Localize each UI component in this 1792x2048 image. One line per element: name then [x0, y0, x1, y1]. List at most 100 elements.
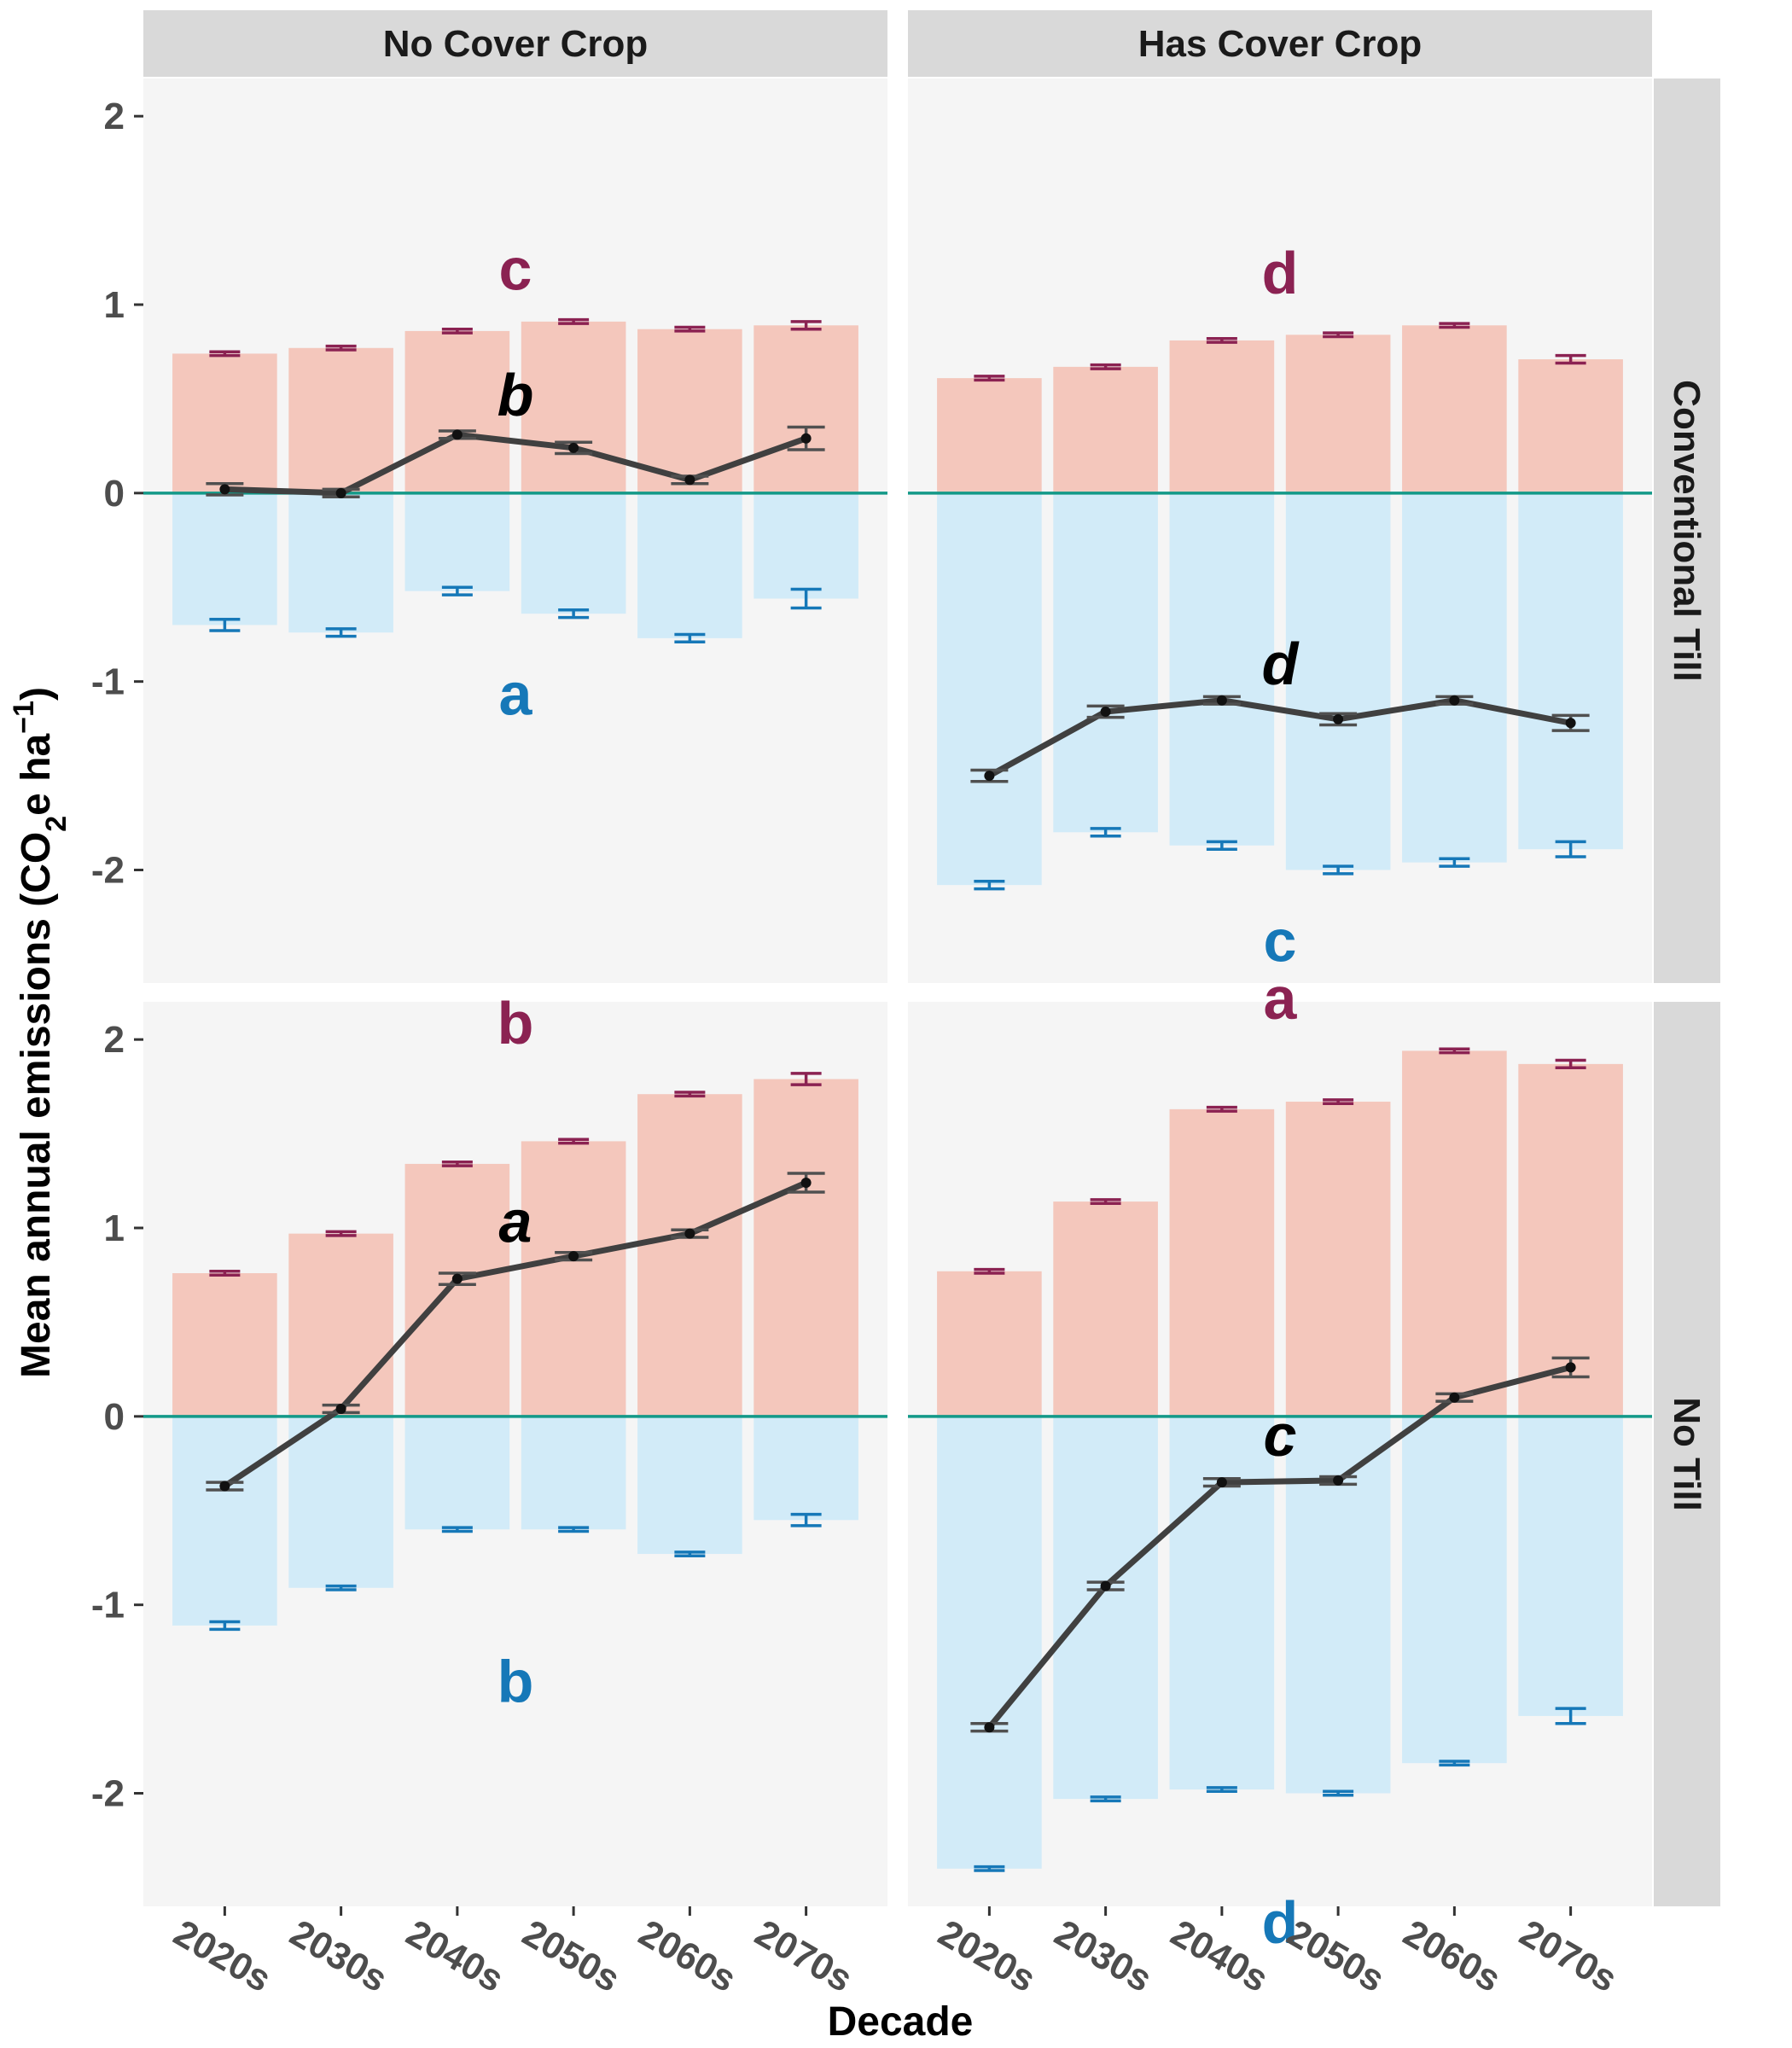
- x-tick-label: 2040s: [1164, 1912, 1275, 2001]
- positive-error-bar: [974, 1267, 1005, 1275]
- negative-emission-bar: [1169, 1416, 1275, 1790]
- positive-emission-bar: [1285, 335, 1391, 493]
- positive-emission-bar: [288, 347, 393, 493]
- negative-emission-bar: [1053, 492, 1158, 833]
- negative-error-bar: [325, 1584, 357, 1591]
- y-tick-label: 0: [104, 473, 125, 515]
- positive-emission-bar: [1402, 1050, 1507, 1417]
- positive-error-bar: [1323, 1098, 1354, 1105]
- positive-error-bar: [209, 1270, 241, 1277]
- positive-emission-bar: [521, 321, 626, 493]
- y-tick-label: -2: [91, 1773, 125, 1815]
- row-strip-label: Conventional Till: [1666, 380, 1708, 682]
- x-axes: 2020s 2030s 2040s 2050s 2060s 2070s 2020s 2030s…: [166, 1906, 1624, 2000]
- net-point: [451, 429, 463, 440]
- net-point: [1333, 1475, 1344, 1486]
- negative-emission-bar: [404, 492, 510, 591]
- x-tick-label: 2050s: [515, 1912, 626, 2001]
- positive-error-bar: [558, 1137, 590, 1145]
- negative-emission-bar: [1285, 492, 1391, 870]
- negative-emission-bar: [1518, 1416, 1623, 1716]
- positive-error-bar: [441, 1160, 473, 1167]
- positive-significance-letter: d: [1262, 240, 1299, 306]
- positive-emission-bar: [1518, 359, 1623, 493]
- row-strip: Conventional Till: [1654, 79, 1720, 983]
- negative-emission-bar: [288, 1416, 393, 1588]
- column-strip: Has Cover Crop: [908, 10, 1652, 77]
- negative-emission-bar: [1053, 1416, 1158, 1800]
- positive-significance-letter: a: [1264, 965, 1298, 1032]
- y-title-end: ): [14, 687, 59, 701]
- positive-emission-bar: [1053, 1201, 1158, 1417]
- positive-emission-bar: [1402, 325, 1507, 493]
- positive-emission-bar: [172, 1273, 277, 1417]
- net-point: [1565, 1362, 1576, 1373]
- y-tick-label: 2: [104, 96, 125, 137]
- positive-error-bar: [441, 327, 473, 335]
- negative-error-bar: [1439, 857, 1470, 868]
- negative-error-bar: [974, 1865, 1005, 1872]
- negative-emission-bar: [753, 492, 858, 599]
- negative-error-bar: [790, 587, 822, 610]
- negative-significance-letter: b: [497, 1648, 534, 1714]
- net-emission-line: [224, 431, 807, 497]
- x-tick-label: 2070s: [748, 1912, 859, 2001]
- row-strip-bg: [1654, 1002, 1720, 1906]
- x-tick-label: 2040s: [399, 1912, 510, 2001]
- positive-emission-bar: [404, 330, 510, 493]
- negative-emission-bar: [172, 492, 277, 625]
- net-point: [684, 1228, 695, 1239]
- positive-emission-bar: [937, 378, 1042, 493]
- positive-significance-letter: c: [499, 236, 532, 303]
- net-point: [568, 442, 579, 453]
- y-title-main: Mean annual emissions (CO: [14, 832, 59, 1378]
- y-tick-label: 2: [104, 1019, 125, 1061]
- x-axis: 2020s 2030s 2040s 2050s 2060s 2070s: [166, 1906, 859, 2000]
- y-axis-title: Mean annual emissions (CO2e ha−1): [8, 687, 73, 1378]
- negative-error-bar: [674, 632, 706, 644]
- net-emission-line: [986, 1364, 1572, 1730]
- negative-error-bar: [209, 618, 241, 632]
- x-tick-label: 2050s: [1280, 1912, 1391, 2001]
- net-point: [984, 771, 995, 782]
- negative-error-bar: [1323, 864, 1354, 876]
- column-strip-bg: [143, 10, 887, 77]
- column-strip-label: No Cover Crop: [383, 23, 648, 65]
- net-significance-letter: a: [499, 1188, 532, 1254]
- column-strip-bg: [908, 10, 1652, 77]
- panel: b b a: [143, 990, 887, 1906]
- net-emission-line: [987, 697, 1572, 779]
- y-tick-label: -1: [91, 661, 125, 703]
- negative-error-bar: [974, 880, 1005, 891]
- y-tick-label: -1: [91, 1585, 125, 1626]
- positive-error-bar: [1555, 1058, 1586, 1070]
- panel: d c d: [908, 79, 1652, 983]
- negative-emission-bar: [1402, 1416, 1507, 1764]
- negative-emission-bar: [637, 1416, 742, 1555]
- net-point: [1565, 718, 1576, 729]
- y-tick-label: -2: [91, 850, 125, 892]
- negative-error-bar: [1090, 1795, 1121, 1803]
- panel: c a b: [143, 79, 887, 983]
- positive-error-bar: [790, 1072, 822, 1086]
- positive-error-bar: [974, 375, 1005, 382]
- net-point: [451, 1273, 463, 1284]
- negative-error-bar: [1555, 840, 1586, 858]
- net-point: [568, 1251, 579, 1262]
- x-axis-title: Decade: [828, 1999, 974, 2045]
- panel: a d c: [908, 965, 1652, 1956]
- negative-emission-bar: [172, 1416, 277, 1626]
- net-point: [1333, 713, 1344, 724]
- positive-emission-bar: [753, 1079, 858, 1417]
- positive-emission-bar: [1169, 1108, 1275, 1417]
- positive-emission-bar: [1053, 366, 1158, 493]
- x-tick-label: 2070s: [1513, 1912, 1624, 2001]
- net-point: [219, 484, 230, 495]
- positive-emission-bar: [288, 1233, 393, 1417]
- negative-error-bar: [558, 608, 590, 620]
- negative-emission-bar: [1285, 1416, 1391, 1794]
- positive-emission-bar: [521, 1141, 626, 1417]
- negative-error-bar: [1555, 1707, 1586, 1725]
- negative-emission-bar: [404, 1416, 510, 1530]
- net-point: [800, 1178, 812, 1188]
